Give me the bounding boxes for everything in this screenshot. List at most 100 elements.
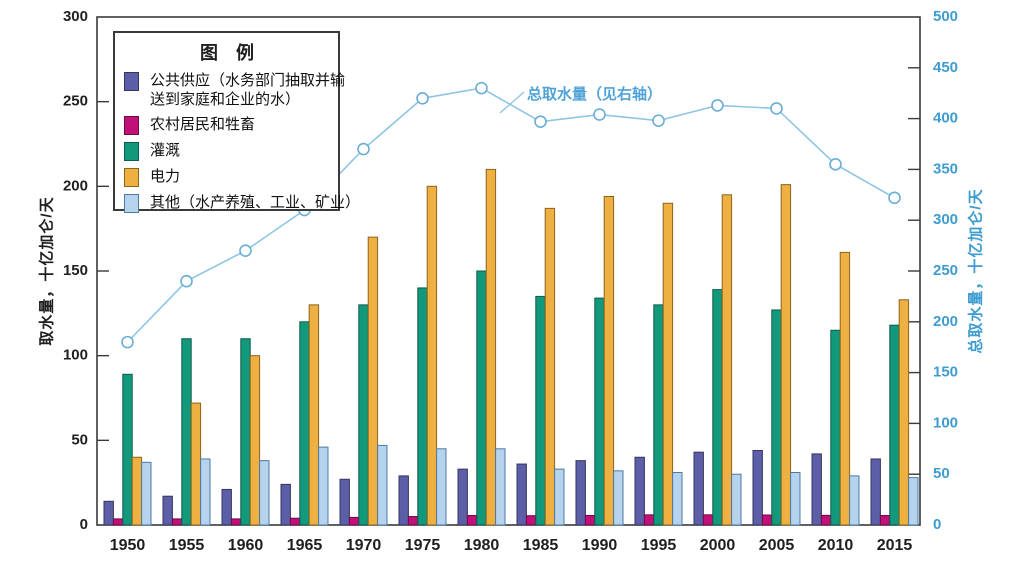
bar-4-2015 <box>908 477 919 526</box>
line-marker-1980 <box>475 81 488 95</box>
bar-0-1950 <box>103 500 114 526</box>
left-axis-title: 取水量，十亿加仑/天 <box>38 196 56 346</box>
bar-1-2015 <box>879 515 891 526</box>
x-axis-label: 1995 <box>641 537 677 554</box>
bar-1-1960 <box>230 518 242 526</box>
x-axis-label: 1950 <box>110 537 146 554</box>
bar-3-2000 <box>721 194 733 526</box>
right-axis-tick-label: 500 <box>933 8 958 25</box>
legend-swatch-icon <box>124 72 139 91</box>
legend-item-2: 灌溉 <box>124 141 330 161</box>
line-marker-2000 <box>711 99 724 112</box>
right-axis-tick-label: 50 <box>933 465 950 482</box>
line-marker-1950 <box>121 335 134 349</box>
bar-1-1950 <box>112 518 124 526</box>
bar-3-1980 <box>485 168 497 526</box>
legend-box: 图 例 公共供应（水务部门抽取并输 送到家庭和企业的水） 农村居民和牲畜灌溉电力其他… <box>113 31 360 213</box>
legend-items: 公共供应（水务部门抽取并输 送到家庭和企业的水） 农村居民和牲畜灌溉电力其他（水产养… <box>124 71 360 213</box>
line-marker-1960 <box>239 244 252 257</box>
x-axis-label: 1980 <box>464 537 500 554</box>
bar-1-1980 <box>466 515 478 526</box>
bar-0-2010 <box>811 453 822 526</box>
x-axis-label: 1975 <box>405 537 441 554</box>
bar-0-1955 <box>162 495 173 526</box>
right-axis-tick-label: 400 <box>933 110 958 127</box>
bar-4-1975 <box>436 448 447 526</box>
bar-4-1960 <box>259 460 270 526</box>
bar-4-2010 <box>849 475 860 526</box>
line-marker-2010 <box>829 158 842 171</box>
legend-item-label: 灌溉 <box>150 142 181 159</box>
right-axis-tick-label: 350 <box>933 160 958 177</box>
bar-4-1970 <box>377 444 388 526</box>
bar-0-1995 <box>634 456 645 526</box>
bar-4-2000 <box>731 473 742 526</box>
left-axis-tick-label: 300 <box>63 8 88 25</box>
line-marker-2015 <box>888 191 901 205</box>
bar-4-1950 <box>141 461 152 526</box>
bar-4-1955 <box>200 458 211 526</box>
bar-2-1960 <box>240 338 251 526</box>
bar-2-1980 <box>476 270 487 526</box>
bar-0-1975 <box>398 475 409 526</box>
bar-2-2010 <box>830 329 841 526</box>
x-axis-label: 1990 <box>582 537 618 554</box>
line-marker-1975 <box>416 91 429 105</box>
line-marker-1955 <box>180 274 193 288</box>
bar-0-2005 <box>752 449 763 526</box>
right-axis-tick-label: 300 <box>933 211 958 228</box>
bar-0-1985 <box>516 463 527 526</box>
bar-0-1970 <box>339 478 350 526</box>
x-axis-label: 1965 <box>287 537 323 554</box>
bar-2-2015 <box>889 324 900 526</box>
legend-item-0: 公共供应（水务部门抽取并输 送到家庭和企业的水） <box>124 71 345 109</box>
bar-3-1970 <box>367 236 379 526</box>
bar-1-2005 <box>761 514 773 526</box>
x-axis-label: 1955 <box>169 537 205 554</box>
legend-item-label: 其他（水产养殖、工业、矿业） <box>150 194 361 211</box>
bar-0-2000 <box>693 451 704 526</box>
bar-3-2015 <box>898 299 910 526</box>
right-axis-tick-label: 250 <box>933 262 958 279</box>
x-axis-label: 2000 <box>700 537 736 554</box>
bar-2-1985 <box>535 295 546 526</box>
bar-3-2005 <box>780 184 792 526</box>
right-axis-tick-label: 100 <box>933 414 958 431</box>
bar-2-2005 <box>771 309 782 526</box>
legend-item-1: 农村居民和牲畜 <box>124 115 330 135</box>
total-line-annotation: 总取水量（见右轴） <box>527 86 663 103</box>
bar-0-1965 <box>280 483 291 526</box>
total-withdrawal-line <box>126 87 895 343</box>
bar-1-2000 <box>702 514 714 526</box>
bar-3-1955 <box>190 402 202 526</box>
bar-2-1990 <box>594 297 605 526</box>
x-axis-label: 2015 <box>877 537 913 554</box>
bar-1-1985 <box>525 515 537 526</box>
left-axis-tick-label: 50 <box>71 431 88 448</box>
bar-4-1990 <box>613 470 624 526</box>
bar-1-2010 <box>820 514 832 526</box>
bar-2-1970 <box>358 304 369 526</box>
right-axis-tick-label: 0 <box>933 516 941 533</box>
right-axis-tick-label: 200 <box>933 313 958 330</box>
legend-item-label: 电力 <box>150 168 181 185</box>
x-axis-label: 1985 <box>523 537 559 554</box>
left-axis-tick-label: 100 <box>63 347 88 364</box>
line-marker-1970 <box>357 142 370 156</box>
bar-4-1985 <box>554 468 565 526</box>
left-axis-tick-label: 0 <box>80 516 88 533</box>
x-axis-label: 1970 <box>346 537 382 554</box>
bar-2-1975 <box>417 287 428 526</box>
left-axis-tick-label: 150 <box>63 262 88 279</box>
legend-swatch-icon <box>124 116 139 135</box>
annotation-leader-line <box>499 91 525 114</box>
bar-2-1995 <box>653 304 664 526</box>
bar-4-1965 <box>318 446 329 526</box>
legend-title: 图 例 <box>200 43 254 63</box>
bar-3-1965 <box>308 304 320 526</box>
bar-3-1975 <box>426 185 438 526</box>
legend-swatch-icon <box>124 142 139 161</box>
bar-0-1980 <box>457 468 468 526</box>
